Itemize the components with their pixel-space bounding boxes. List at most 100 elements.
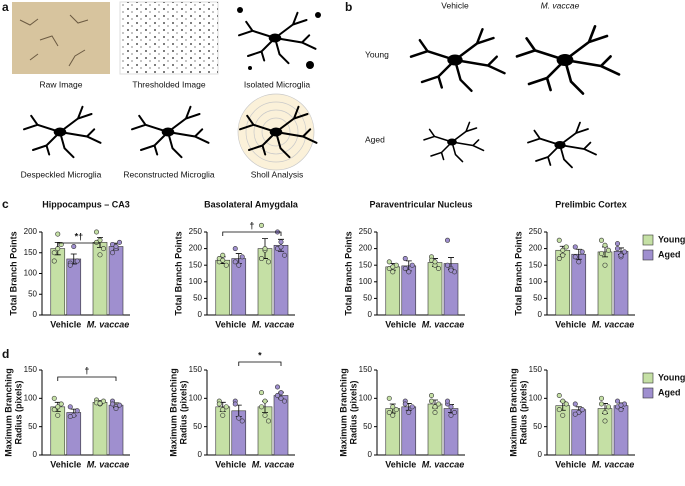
y-tick-label: 150: [24, 365, 38, 374]
data-point: [281, 398, 287, 404]
y-axis-label: Maximum Branching: [3, 368, 13, 457]
data-point: [409, 262, 415, 268]
legend-label: Aged: [658, 387, 681, 397]
legend-swatch: [642, 372, 654, 384]
x-tick-label: Vehicle: [215, 319, 246, 329]
raw-image-texture: [19, 14, 89, 67]
y-tick-label: 100: [359, 393, 373, 402]
y-axis-label: Maximum Branching: [168, 368, 178, 457]
y-axis-label: Total Branch Points: [513, 231, 523, 315]
y-axis-label: Radius (pixels): [348, 380, 358, 444]
y-tick-label: 150: [359, 260, 373, 269]
data-point: [265, 418, 271, 424]
data-point: [223, 262, 229, 268]
data-point: [621, 249, 627, 255]
data-point: [220, 252, 226, 258]
x-tick-label: Vehicle: [50, 459, 81, 469]
y-tick-label: 100: [529, 393, 543, 402]
data-point: [406, 269, 412, 275]
data-point: [110, 250, 116, 256]
y-tick-label: 200: [529, 244, 543, 253]
thresholded-texture: [120, 2, 218, 74]
legend-label: Aged: [658, 249, 681, 259]
data-point: [432, 409, 438, 415]
x-tick-label: Vehicle: [385, 459, 416, 469]
data-point: [94, 239, 100, 245]
panel-letter: b: [345, 0, 352, 14]
data-point: [239, 418, 245, 424]
data-point: [614, 246, 620, 252]
data-point: [51, 395, 57, 401]
y-tick-label: 50: [363, 294, 372, 303]
data-point: [97, 252, 103, 258]
data-point: [605, 404, 611, 410]
y-axis-label: Maximum Branching: [338, 368, 348, 457]
data-point: [232, 401, 238, 407]
bar: [597, 251, 613, 316]
data-point: [406, 409, 412, 415]
significance-bracket: [238, 361, 282, 366]
data-point: [572, 411, 578, 417]
y-axis-label: Radius (pixels): [13, 380, 23, 444]
y-tick-label: 50: [363, 422, 372, 431]
y-axis-label: Maximum Branching: [508, 368, 518, 457]
panel-letter: d: [2, 347, 9, 361]
data-point: [428, 398, 434, 404]
data-point: [448, 267, 454, 273]
y-tick-label: 50: [533, 422, 542, 431]
y-axis-label: Total Branch Points: [173, 231, 183, 315]
bar: [571, 409, 587, 456]
y-tick-label: 0: [368, 450, 373, 459]
y-tick-label: 0: [198, 310, 203, 319]
x-tick-label: Vehicle: [215, 459, 246, 469]
y-tick-label: 0: [368, 310, 373, 319]
x-tick-label: Vehicle: [555, 319, 586, 329]
bar: [108, 246, 124, 316]
data-point: [402, 401, 408, 407]
data-point: [67, 404, 73, 410]
data-point: [278, 395, 284, 401]
x-tick-label: M. vaccae: [252, 319, 295, 329]
caption: Reconstructed Microglia: [123, 169, 214, 179]
data-point: [556, 392, 562, 398]
data-point: [74, 258, 80, 264]
data-point: [444, 237, 450, 243]
raw-image: [12, 2, 110, 74]
data-point: [448, 412, 454, 418]
data-point: [236, 262, 242, 268]
bar: [273, 395, 289, 456]
data-point: [579, 249, 585, 255]
y-tick-label: 150: [189, 260, 203, 269]
data-point: [563, 401, 569, 407]
data-point: [55, 231, 61, 237]
chart-title: Prelimbic Cortex: [555, 199, 627, 209]
data-point: [435, 266, 441, 272]
x-tick-label: M. vaccae: [592, 459, 635, 469]
data-point: [262, 246, 268, 252]
bar: [597, 408, 613, 456]
row-label: Aged: [365, 134, 385, 144]
significance-label: *†: [75, 231, 84, 241]
data-point: [71, 244, 77, 250]
data-point: [265, 259, 271, 265]
data-point: [402, 266, 408, 272]
y-tick-label: 50: [28, 422, 37, 431]
y-tick-label: 0: [33, 450, 38, 459]
data-point: [579, 407, 585, 413]
x-tick-label: M. vaccae: [87, 319, 130, 329]
data-point: [598, 395, 604, 401]
panel-letter: a: [2, 0, 9, 14]
data-point: [602, 262, 608, 268]
caption: Isolated Microglia: [244, 79, 310, 89]
legend-label: Young: [658, 372, 685, 382]
y-tick-label: 100: [359, 277, 373, 286]
data-point: [258, 256, 264, 262]
data-point: [113, 244, 119, 250]
microglia-aged-vehicle: [423, 121, 485, 163]
data-point: [451, 409, 457, 415]
data-point: [393, 407, 399, 413]
y-axis-label: Total Branch Points: [8, 231, 18, 315]
y-tick-label: 250: [189, 227, 203, 236]
bar: [50, 248, 66, 316]
